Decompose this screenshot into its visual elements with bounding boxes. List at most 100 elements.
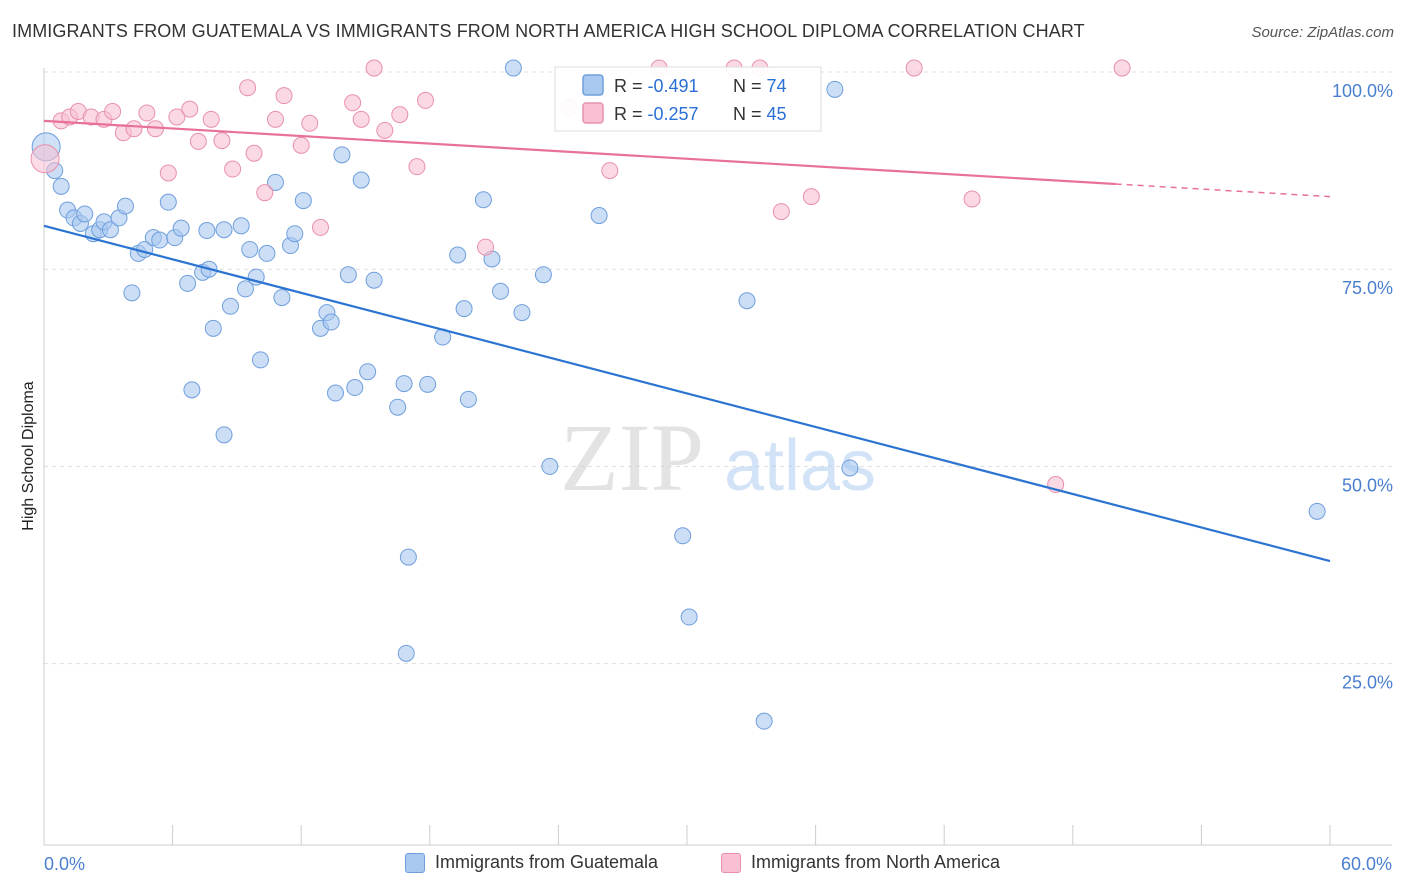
data-point-guatemala: [266, 173, 284, 191]
data-point-guatemala: [172, 219, 190, 237]
data-point-north-america: [477, 238, 495, 256]
data-point-north-america: [301, 114, 319, 132]
data-point-guatemala: [179, 274, 197, 292]
data-point-north-america: [311, 218, 329, 236]
data-point-north-america: [224, 160, 242, 178]
trend-line-north-america: [43, 119, 1116, 186]
legend-item-guatemala[interactable]: Immigrants from Guatemala: [405, 852, 658, 873]
n-label: N =: [733, 104, 767, 124]
data-point-guatemala: [151, 231, 169, 249]
data-point-north-america: [275, 87, 293, 105]
data-point-guatemala: [419, 375, 437, 393]
chart-title: IMMIGRANTS FROM GUATEMALA VS IMMIGRANTS …: [12, 21, 1085, 41]
x-tick-label: 60.0%: [1341, 854, 1392, 874]
data-point-guatemala: [826, 80, 844, 98]
data-point-north-america: [104, 102, 122, 120]
data-point-north-america: [213, 132, 231, 150]
data-point-guatemala: [389, 398, 407, 416]
y-tick-label: 100.0%: [1332, 81, 1393, 101]
data-point-guatemala: [76, 205, 94, 223]
data-point-guatemala: [322, 313, 340, 331]
data-point-guatemala: [251, 351, 269, 369]
data-point-guatemala: [215, 426, 233, 444]
data-point-north-america: [963, 190, 981, 208]
data-point-north-america: [417, 91, 435, 109]
data-point-guatemala: [159, 193, 177, 211]
data-point-north-america: [365, 59, 383, 77]
data-point-north-america: [239, 79, 257, 97]
data-point-guatemala: [365, 271, 383, 289]
data-point-guatemala: [449, 246, 467, 264]
trend-lines: [43, 119, 1331, 563]
n-value: 45: [767, 104, 787, 124]
stats-swatch: [582, 102, 604, 124]
data-point-guatemala: [680, 608, 698, 626]
stats-row-text: R = -0.491 N = 74: [614, 76, 787, 96]
data-point-north-america: [256, 184, 274, 202]
data-point-guatemala: [333, 146, 351, 164]
data-point-guatemala: [101, 221, 119, 239]
data-point-north-america: [292, 136, 310, 154]
data-point-guatemala: [204, 319, 222, 337]
data-point-north-america: [30, 144, 60, 174]
legend-item-north-america[interactable]: Immigrants from North America: [721, 852, 1000, 873]
data-point-guatemala: [455, 300, 473, 318]
data-point-north-america: [391, 106, 409, 124]
data-point-north-america: [772, 203, 790, 221]
data-point-north-america: [408, 158, 426, 176]
data-point-north-america: [168, 108, 186, 126]
n-value: 74: [767, 76, 787, 96]
y-tick-label: 75.0%: [1342, 278, 1393, 298]
data-point-north-america: [202, 110, 220, 128]
data-point-guatemala: [346, 379, 364, 397]
data-point-guatemala: [674, 527, 692, 545]
data-point-guatemala: [399, 548, 417, 566]
data-point-guatemala: [183, 381, 201, 399]
data-point-north-america: [266, 110, 284, 128]
data-point-north-america: [1113, 59, 1131, 77]
data-point-north-america: [802, 188, 820, 206]
data-point-north-america: [189, 132, 207, 150]
data-point-guatemala: [241, 240, 259, 258]
data-point-north-america: [601, 162, 619, 180]
data-point-guatemala: [590, 207, 608, 225]
data-point-north-america: [376, 121, 394, 139]
trend-line-guatemala: [43, 224, 1331, 563]
data-point-guatemala: [198, 222, 216, 240]
data-point-guatemala: [273, 289, 291, 307]
n-label: N =: [733, 76, 767, 96]
data-point-guatemala: [1308, 502, 1326, 520]
x-tick-label: 0.0%: [44, 854, 85, 874]
data-point-guatemala: [326, 384, 344, 402]
trend-line-north-america-extension: [1115, 183, 1331, 198]
data-point-north-america: [344, 94, 362, 112]
data-point-guatemala: [534, 266, 552, 284]
r-label: R =: [614, 104, 648, 124]
data-point-guatemala: [52, 177, 70, 195]
data-point-guatemala: [513, 304, 531, 322]
data-point-guatemala: [474, 191, 492, 209]
data-point-guatemala: [459, 390, 477, 408]
data-point-north-america: [245, 144, 263, 162]
data-point-guatemala: [504, 59, 522, 77]
data-point-north-america: [905, 59, 923, 77]
data-point-guatemala: [221, 297, 239, 315]
watermark: ZIP atlas: [560, 404, 876, 511]
data-point-guatemala: [286, 225, 304, 243]
source-credit: Source: ZipAtlas.com: [1251, 24, 1394, 41]
data-point-north-america: [352, 110, 370, 128]
data-point-guatemala: [359, 363, 377, 381]
stats-row-text: R = -0.257 N = 45: [614, 104, 787, 124]
data-point-guatemala: [352, 171, 370, 189]
legend-label-north-america: Immigrants from North America: [751, 852, 1001, 872]
data-point-guatemala: [397, 644, 415, 662]
data-point-guatemala: [755, 712, 773, 730]
legend-swatch-north-america: [721, 852, 741, 873]
data-point-guatemala: [395, 375, 413, 393]
data-point-guatemala: [236, 280, 254, 298]
data-point-guatemala: [123, 284, 141, 302]
legend-label-guatemala: Immigrants from Guatemala: [435, 852, 659, 872]
y-tick-label: 25.0%: [1342, 673, 1393, 693]
watermark-zip: ZIP: [560, 404, 704, 511]
